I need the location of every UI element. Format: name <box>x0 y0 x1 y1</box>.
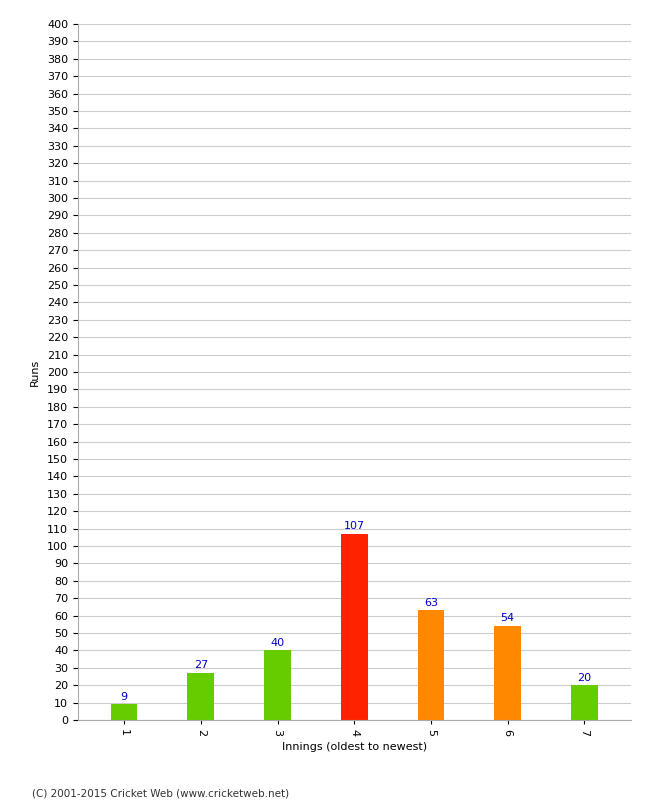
Text: 54: 54 <box>500 614 515 623</box>
Text: 20: 20 <box>577 673 592 682</box>
Text: 107: 107 <box>344 522 365 531</box>
Bar <box>111 704 137 720</box>
Bar <box>264 650 291 720</box>
Bar <box>341 534 368 720</box>
Text: 27: 27 <box>194 661 208 670</box>
Bar <box>187 673 214 720</box>
Bar <box>571 685 598 720</box>
Text: 63: 63 <box>424 598 438 608</box>
Text: 9: 9 <box>120 692 127 702</box>
Text: 40: 40 <box>270 638 285 648</box>
Y-axis label: Runs: Runs <box>30 358 40 386</box>
Bar <box>417 610 445 720</box>
X-axis label: Innings (oldest to newest): Innings (oldest to newest) <box>281 742 427 752</box>
Text: (C) 2001-2015 Cricket Web (www.cricketweb.net): (C) 2001-2015 Cricket Web (www.cricketwe… <box>32 788 290 798</box>
Bar <box>494 626 521 720</box>
